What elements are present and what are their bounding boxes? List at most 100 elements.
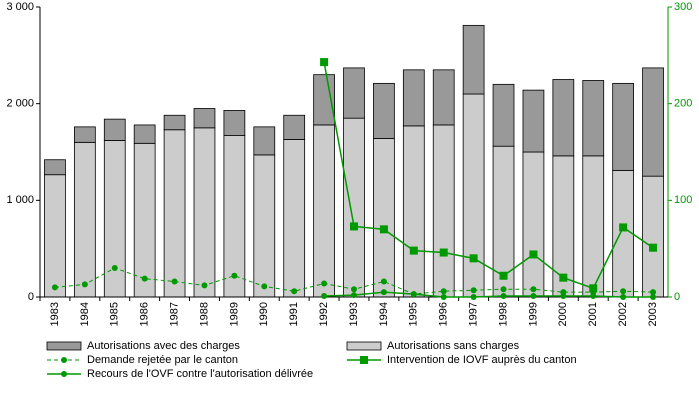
- line-marker: [620, 288, 627, 295]
- line-marker: [559, 273, 568, 282]
- line: [324, 291, 654, 298]
- line-marker: [321, 280, 328, 287]
- bar: [133, 142, 156, 298]
- line-marker: [529, 250, 538, 259]
- x-tick-label: 2003: [647, 302, 659, 326]
- bar: [462, 93, 485, 298]
- legend-marker: [61, 357, 67, 363]
- bar: [223, 110, 246, 136]
- bar: [432, 69, 455, 126]
- legend-label: Recours de l'OVF contre l'autorisation d…: [87, 368, 313, 380]
- line-marker: [589, 284, 598, 293]
- bar: [582, 155, 605, 298]
- line-marker: [111, 265, 118, 271]
- bar: [283, 139, 306, 298]
- bar: [133, 124, 156, 144]
- bar: [313, 124, 335, 298]
- line-marker: [231, 272, 238, 279]
- bar: [253, 154, 276, 298]
- line-marker: [261, 283, 268, 290]
- x-tick-label: 1990: [258, 302, 270, 326]
- legend-swatch: [46, 341, 82, 351]
- bar: [373, 138, 395, 298]
- y2-tick-label: 300: [674, 1, 692, 13]
- bar: [73, 141, 96, 298]
- bar: [582, 80, 605, 157]
- line-marker: [469, 254, 478, 263]
- bar: [432, 124, 455, 298]
- bar: [343, 117, 365, 298]
- x-tick-label: 2001: [587, 302, 599, 326]
- x-tick-label: 1995: [408, 302, 420, 326]
- line: [323, 61, 654, 290]
- bar: [103, 118, 126, 141]
- line-marker: [440, 288, 447, 295]
- legend-swatch: [346, 341, 382, 351]
- line-marker: [440, 294, 447, 300]
- line-marker: [409, 246, 418, 255]
- bar: [163, 129, 186, 298]
- legend-marker: [360, 356, 368, 364]
- legend-label: Autorisations avec des charges: [87, 340, 240, 352]
- bar: [522, 89, 545, 153]
- line-marker: [201, 282, 208, 289]
- line-marker: [439, 248, 448, 257]
- x-tick-label: 1984: [79, 302, 91, 326]
- x-tick-label: 1988: [198, 302, 210, 326]
- line-marker: [560, 293, 567, 300]
- line-marker: [590, 293, 597, 300]
- line-marker: [650, 289, 657, 296]
- line-marker: [500, 293, 507, 300]
- y-tick-label: 3 000: [6, 1, 34, 13]
- y2-tick-label: 200: [674, 98, 692, 110]
- bar: [253, 126, 276, 156]
- x-tick-label: 1996: [438, 302, 450, 326]
- line-marker: [530, 286, 537, 293]
- line-marker: [141, 275, 148, 282]
- x-tick-label: 1999: [527, 302, 539, 326]
- bar: [642, 67, 664, 177]
- bar: [44, 159, 66, 176]
- line-marker: [379, 225, 388, 234]
- x-tick-label: 1998: [497, 302, 509, 326]
- line-marker: [380, 278, 387, 285]
- bar: [193, 108, 216, 129]
- bar: [283, 114, 306, 140]
- bar: [402, 125, 425, 298]
- x-tick-label: 1993: [348, 302, 360, 326]
- bar: [612, 82, 635, 171]
- line-marker: [81, 281, 88, 288]
- line-marker: [620, 294, 627, 300]
- y2-tick-label: 0: [674, 291, 680, 303]
- y2-tick-label: 100: [674, 194, 692, 206]
- legend-marker: [61, 371, 67, 377]
- bar: [492, 83, 515, 147]
- line-marker: [470, 294, 477, 300]
- line-marker: [320, 58, 329, 67]
- bar: [343, 67, 365, 119]
- x-tick-label: 1994: [378, 302, 390, 326]
- bar: [642, 175, 664, 298]
- x-tick-label: 1983: [49, 302, 61, 326]
- legend-label: Demande rejetée par le canton: [87, 354, 238, 366]
- x-tick-label: 1987: [168, 302, 180, 326]
- line-marker: [51, 284, 58, 291]
- line-marker: [321, 293, 328, 300]
- bar: [462, 24, 485, 95]
- bar: [373, 82, 395, 139]
- line-marker: [650, 294, 657, 300]
- x-tick-label: 2002: [617, 302, 629, 326]
- x-tick-label: 1985: [109, 302, 121, 326]
- line-marker: [291, 288, 298, 295]
- bar: [73, 126, 96, 143]
- legend-label: Intervention de IOVF auprès du canton: [387, 354, 577, 366]
- bar: [402, 69, 425, 127]
- bar: [163, 114, 186, 131]
- y-tick-label: 0: [28, 291, 34, 303]
- line-marker: [500, 286, 507, 293]
- y-tick-label: 1 000: [6, 194, 34, 206]
- line-marker: [350, 222, 358, 231]
- x-tick-label: 1986: [139, 302, 151, 326]
- line-marker: [171, 278, 178, 285]
